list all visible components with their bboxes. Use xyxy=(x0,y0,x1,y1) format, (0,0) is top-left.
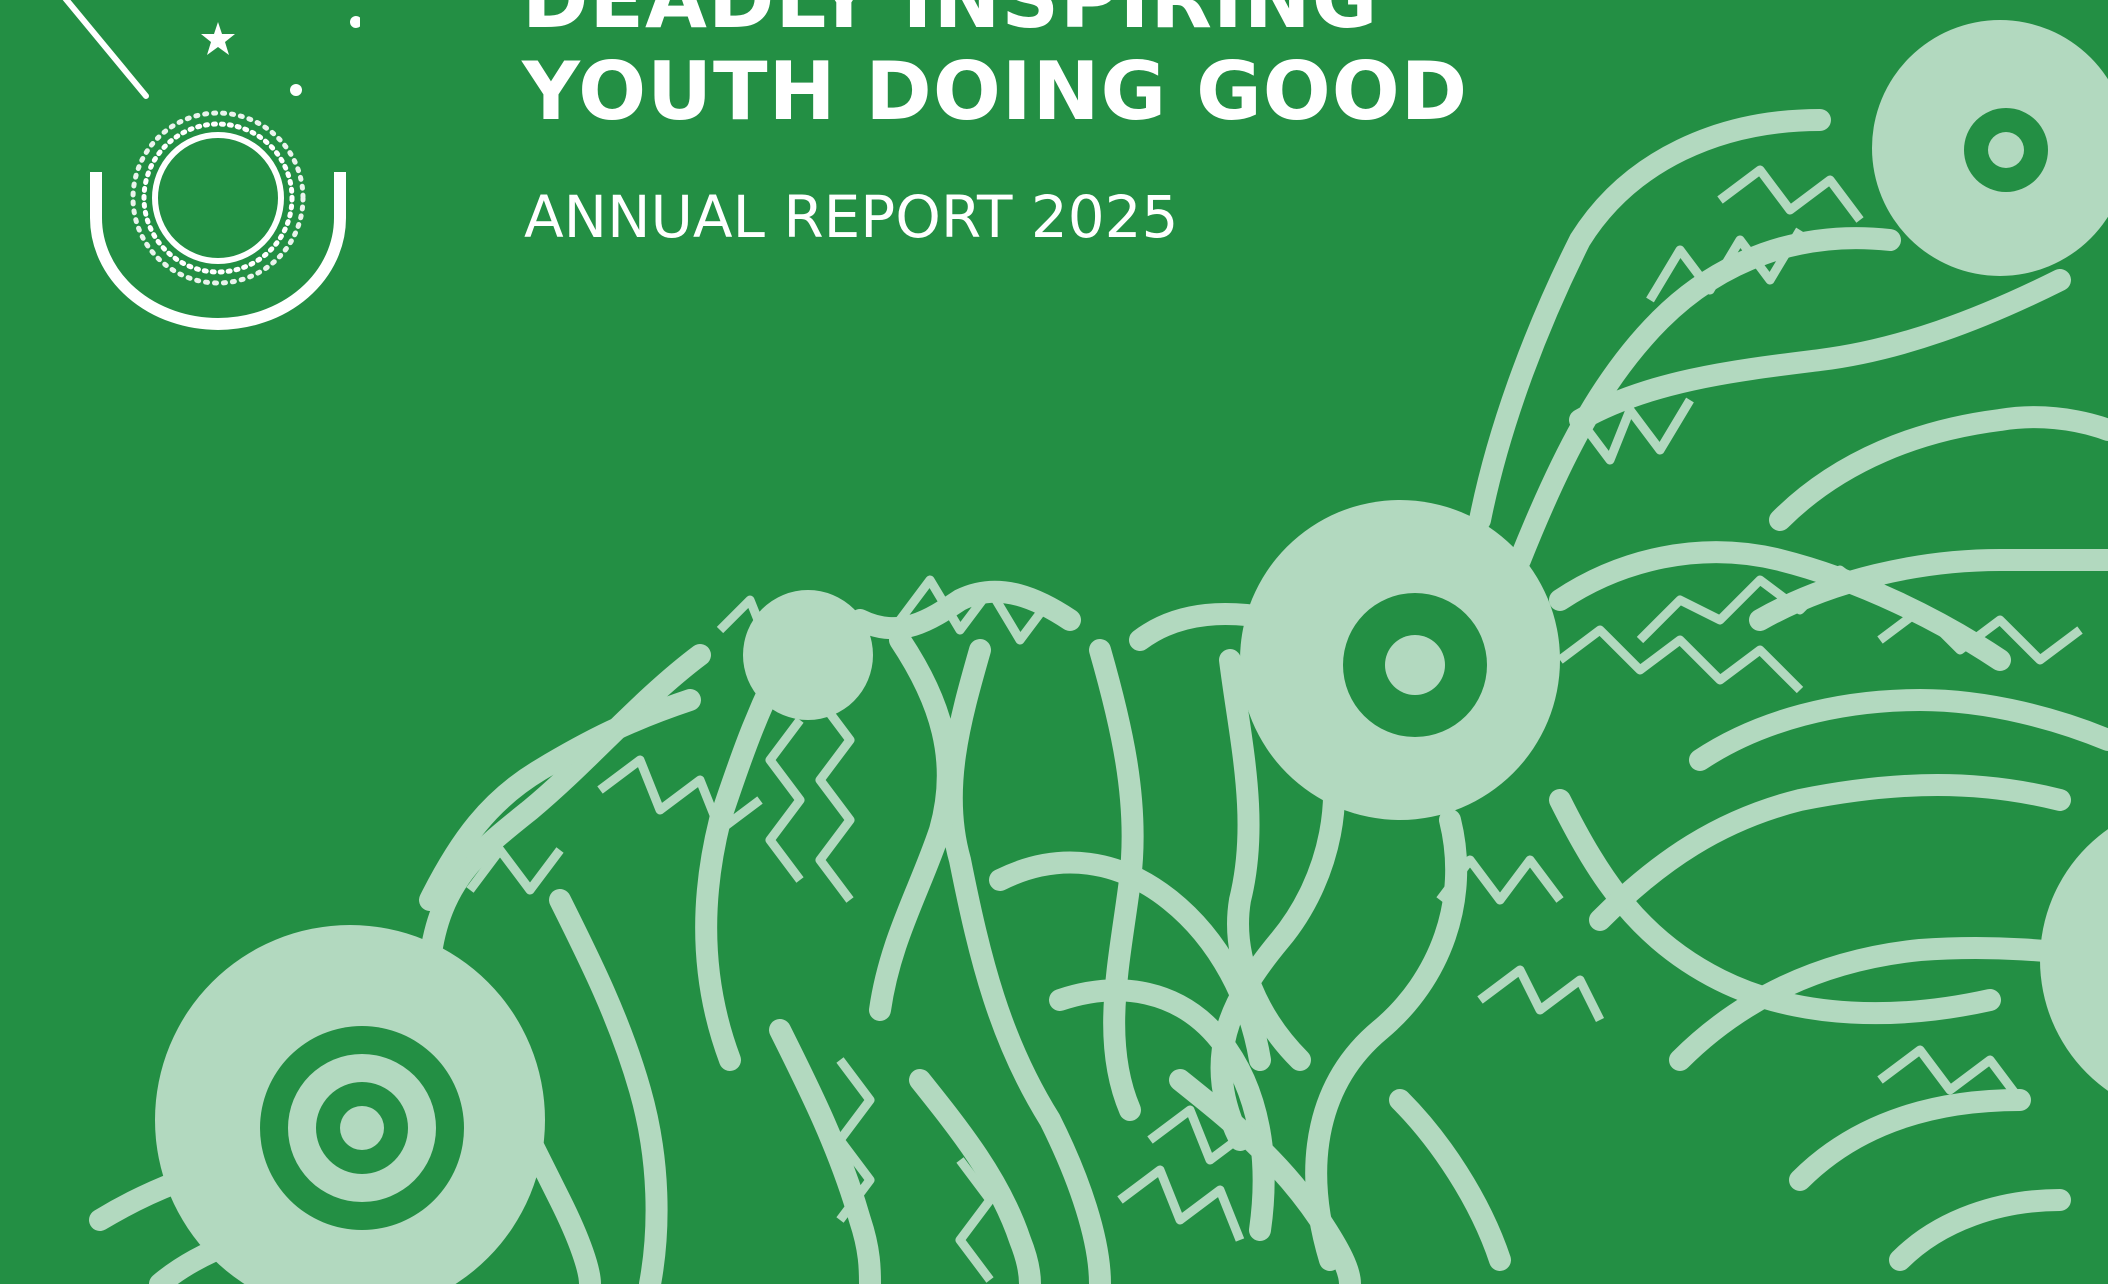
cover-title-line-1: DEADLY INSPIRING xyxy=(522,0,1378,40)
cover-title-line-2: YOUTH DOING GOOD xyxy=(522,45,1469,138)
logo-emblem-icon xyxy=(62,0,360,330)
cover-subtitle: ANNUAL REPORT 2025 xyxy=(524,183,1179,251)
star-icon xyxy=(201,22,235,55)
